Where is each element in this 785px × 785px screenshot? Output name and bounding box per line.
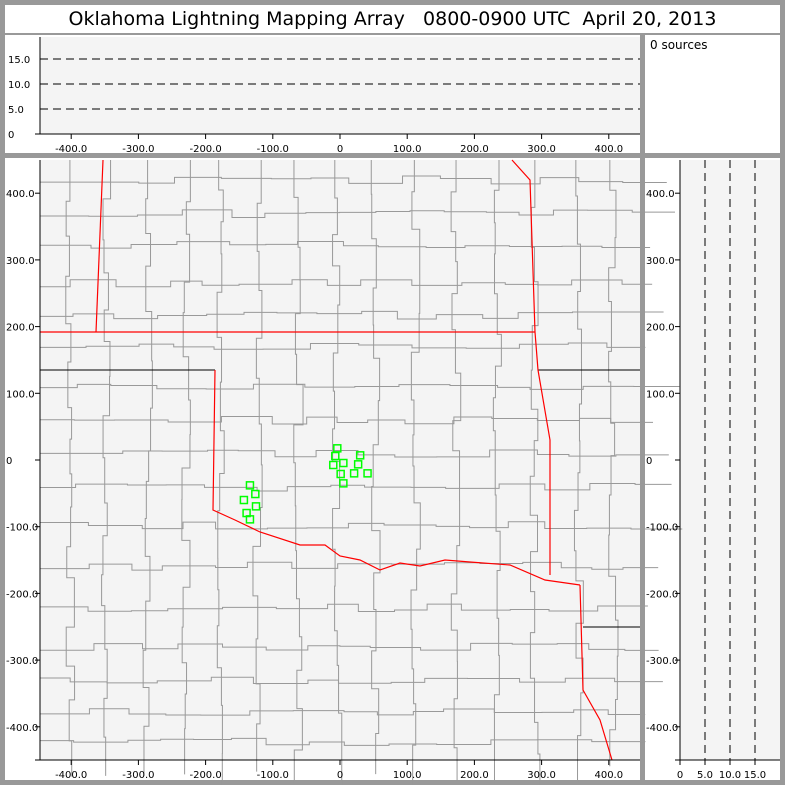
- county-line: [40, 175, 667, 185]
- county-line: [40, 209, 675, 218]
- county-line: [40, 383, 680, 390]
- x-tick-label: -400.0: [55, 770, 87, 781]
- lightning-source-point: [363, 469, 372, 478]
- y-tick-label: 0: [8, 130, 14, 141]
- y-tick-label: -100.0: [646, 523, 678, 534]
- county-line: [40, 482, 672, 492]
- county-line: [142, 160, 153, 777]
- y-tick-label: 10.0: [8, 80, 30, 91]
- county-line: [181, 160, 191, 775]
- x-tick-label: 300.0: [527, 144, 556, 155]
- lightning-source-point: [339, 458, 348, 468]
- county-line: [216, 160, 225, 785]
- county-line: [40, 415, 654, 425]
- y-tick-label: 400.0: [646, 189, 675, 200]
- y-tick-label: 0: [6, 456, 12, 467]
- county-line: [40, 603, 648, 612]
- y-tick-label: 200.0: [646, 323, 675, 334]
- lightning-source-point: [339, 479, 348, 488]
- county-line: [40, 708, 646, 716]
- source-count-panel: [645, 35, 780, 153]
- county-line: [40, 642, 659, 651]
- alt-lon-plot-area: [40, 37, 640, 134]
- y-tick-label: 15.0: [8, 55, 30, 66]
- y-tick-label: -400.0: [646, 723, 678, 734]
- lightning-source-point: [245, 481, 255, 490]
- x-tick-label: 300.0: [527, 770, 556, 781]
- county-line: [40, 737, 646, 746]
- county-line: [252, 160, 263, 772]
- lightning-source-point: [239, 495, 249, 505]
- county-line: [40, 449, 669, 458]
- source-count: 0 sources: [650, 38, 708, 52]
- oklahoma-border: [511, 159, 551, 575]
- oklahoma-border: [212, 369, 581, 586]
- y-tick-label: 400.0: [6, 189, 35, 200]
- county-line: [101, 160, 112, 776]
- county-line: [40, 676, 663, 685]
- county-line: [293, 160, 304, 784]
- x-tick-label: 10.0: [719, 770, 741, 781]
- lightning-source-point: [355, 451, 365, 460]
- x-tick-label: -200.0: [189, 144, 221, 155]
- y-tick-label: 300.0: [6, 256, 35, 267]
- x-tick-label: 400.0: [594, 770, 623, 781]
- y-tick-label: -200.0: [6, 589, 38, 600]
- county-line: [492, 160, 502, 783]
- lightning-source-point: [331, 451, 340, 461]
- x-tick-label: 400.0: [594, 144, 623, 155]
- figure-title: Oklahoma Lightning Mapping Array 0800-09…: [5, 5, 780, 33]
- county-line: [40, 521, 683, 530]
- lightning-source-point: [349, 469, 359, 478]
- county-boundaries: [40, 160, 683, 785]
- y-tick-label: 100.0: [6, 389, 35, 400]
- y-tick-label: 100.0: [646, 389, 675, 400]
- x-tick-label: -400.0: [55, 144, 87, 155]
- y-tick-label: -300.0: [6, 656, 38, 667]
- lightning-source-point: [245, 515, 255, 524]
- lightning-source-point: [329, 460, 338, 470]
- y-tick-label: -400.0: [6, 723, 38, 734]
- lightning-source-point: [336, 469, 345, 479]
- county-line: [40, 310, 664, 320]
- county-line: [450, 160, 462, 781]
- y-tick-label: 5.0: [8, 105, 24, 116]
- y-tick-label: -200.0: [646, 589, 678, 600]
- county-line: [608, 160, 619, 767]
- county-line: [410, 160, 421, 785]
- y-tick-label: 300.0: [646, 256, 675, 267]
- x-tick-label: 0: [677, 770, 683, 781]
- x-tick-label: 200.0: [460, 770, 489, 781]
- x-tick-label: 200.0: [460, 144, 489, 155]
- x-tick-label: -100.0: [257, 770, 289, 781]
- y-tick-label: -300.0: [646, 656, 678, 667]
- county-line: [529, 160, 541, 785]
- oklahoma-border: [579, 584, 613, 761]
- x-tick-label: -200.0: [189, 770, 221, 781]
- x-tick-label: 100.0: [393, 144, 422, 155]
- y-tick-label: 0: [646, 456, 652, 467]
- county-line: [65, 160, 76, 777]
- x-tick-label: 5.0: [697, 770, 713, 781]
- y-tick-label: -100.0: [6, 523, 38, 534]
- x-tick-label: -100.0: [257, 144, 289, 155]
- lightning-source-point: [251, 502, 261, 511]
- x-tick-label: -300.0: [122, 770, 154, 781]
- lightning-source-point: [251, 489, 260, 499]
- x-tick-label: 0: [337, 770, 343, 781]
- county-line: [40, 279, 653, 288]
- county-line: [40, 561, 659, 571]
- x-tick-label: -300.0: [122, 144, 154, 155]
- oklahoma-border: [95, 159, 104, 333]
- county-line: [40, 240, 651, 249]
- lightning-source-point: [353, 460, 363, 469]
- y-tick-label: 200.0: [6, 323, 35, 334]
- x-tick-label: 15.0: [744, 770, 766, 781]
- county-line: [40, 342, 646, 350]
- x-tick-label: 100.0: [393, 770, 422, 781]
- x-tick-label: 0: [337, 144, 343, 155]
